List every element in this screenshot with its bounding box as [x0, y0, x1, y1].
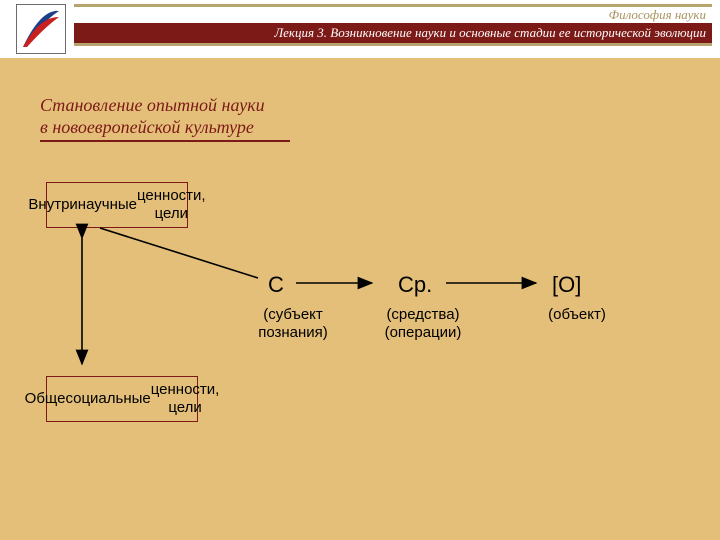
node-object-symbol: [О] [552, 272, 581, 298]
header-subtitle: Лекция 3. Возникновение науки и основные… [74, 23, 712, 43]
slide-body: Становление опытной науки в новоевропейс… [0, 58, 720, 540]
title-line-2: в новоевропейской культуре [40, 116, 265, 138]
box-social-values: Общесоциальныеценности, цели [46, 376, 198, 422]
header-right: Философия науки Лекция 3. Возникновение … [74, 4, 712, 52]
title-underline [40, 140, 290, 142]
node-means-symbol: Ср. [398, 272, 432, 298]
slide-title: Становление опытной науки в новоевропейс… [40, 94, 265, 138]
node-means-label: (средства)(операции) [368, 306, 478, 342]
header-stripe-bottom [74, 43, 712, 46]
slide-header: Философия науки Лекция 3. Возникновение … [0, 0, 720, 58]
box-internal-values: Внутринаучныеценности, цели [46, 182, 188, 228]
node-subject-symbol: С [268, 272, 284, 298]
slide-logo [16, 4, 66, 54]
slide-root: Философия науки Лекция 3. Возникновение … [0, 0, 720, 540]
header-supertitle: Философия науки [74, 7, 712, 23]
title-line-1: Становление опытной науки [40, 94, 265, 116]
node-subject-label: (субъектпознания) [238, 306, 348, 342]
logo-swoosh-icon [19, 7, 63, 51]
node-object-label: (объект) [522, 306, 632, 324]
